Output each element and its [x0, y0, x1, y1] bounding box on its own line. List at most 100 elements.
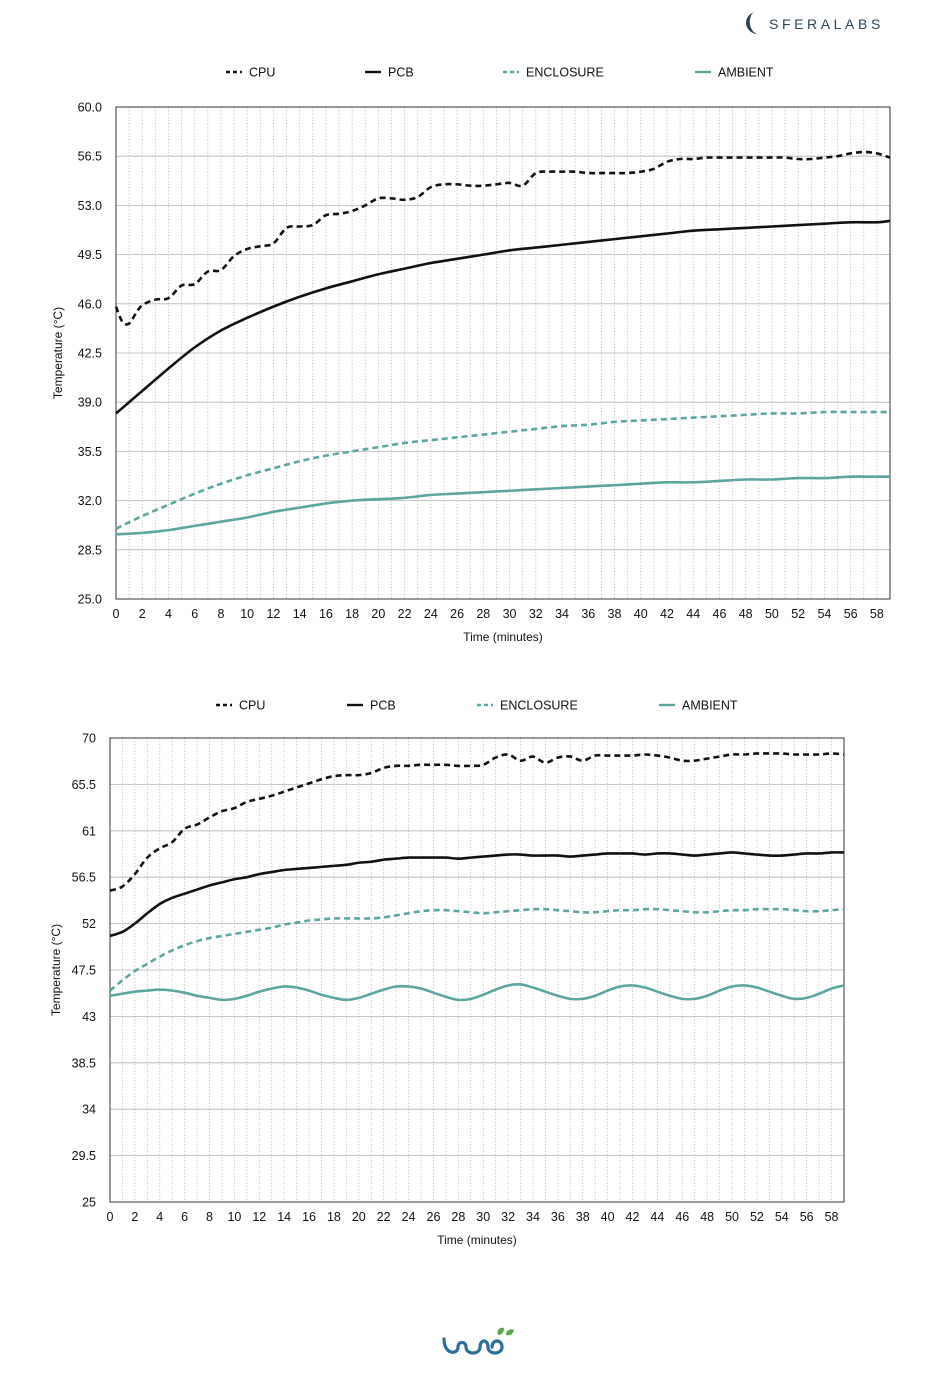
x-tick-label: 0 — [113, 607, 120, 621]
y-tick-label: 25.0 — [78, 593, 102, 607]
y-tick-label: 25 — [82, 1196, 96, 1210]
x-tick-label: 46 — [675, 1210, 689, 1224]
x-tick-label: 18 — [327, 1210, 341, 1224]
plot-border — [109, 737, 845, 1203]
y-tick-label: 70 — [82, 732, 96, 746]
x-tick-label: 24 — [402, 1210, 416, 1224]
legend: CPU PCB ENCLOSURE AMBIENT — [216, 699, 738, 713]
x-tick-label: 54 — [817, 607, 831, 621]
x-tick-label: 52 — [791, 607, 805, 621]
series-line-cpu — [114, 150, 891, 326]
brand-logo: SFERALABS — [745, 8, 915, 40]
brand-name: SFERALABS — [769, 16, 884, 32]
legend-label-ambient: AMBIENT — [682, 699, 738, 713]
x-tick-label: 10 — [227, 1210, 241, 1224]
x-tick-label: 6 — [191, 607, 198, 621]
x-tick-label: 20 — [371, 607, 385, 621]
x-tick-label: 8 — [206, 1210, 213, 1224]
plot-border — [115, 106, 891, 600]
y-tick-label: 56.5 — [72, 871, 96, 885]
x-tick-label: 34 — [555, 607, 569, 621]
x-tick-label: 48 — [739, 607, 753, 621]
y-tick-label: 65.5 — [72, 778, 96, 792]
x-tick-label: 2 — [139, 607, 146, 621]
x-tick-label: 32 — [501, 1210, 515, 1224]
y-tick-label: 34 — [82, 1103, 96, 1117]
x-tick-label: 16 — [319, 607, 333, 621]
x-tick-label: 16 — [302, 1210, 316, 1224]
x-tick-label: 46 — [713, 607, 727, 621]
x-tick-label: 8 — [217, 607, 224, 621]
series-line-cpu — [109, 752, 845, 892]
x-tick-label: 30 — [503, 607, 517, 621]
series-line-enclosure — [109, 907, 845, 992]
x-tick-label: 50 — [765, 607, 779, 621]
x-tick-label: 32 — [529, 607, 543, 621]
y-tick-label: 38.5 — [72, 1056, 96, 1070]
x-tick-label: 38 — [576, 1210, 590, 1224]
y-tick-label: 29.5 — [72, 1149, 96, 1163]
y-tick-label: 35.5 — [78, 445, 102, 459]
x-tick-label: 4 — [165, 607, 172, 621]
x-tick-label: 22 — [377, 1210, 391, 1224]
y-tick-label: 60.0 — [78, 101, 102, 115]
x-tick-label: 14 — [277, 1210, 291, 1224]
x-tick-label: 58 — [870, 607, 884, 621]
x-tick-label: 22 — [398, 607, 412, 621]
x-tick-label: 28 — [476, 607, 490, 621]
x-tick-label: 24 — [424, 607, 438, 621]
y-axis-title: Temperature (°C) — [49, 924, 63, 1016]
x-tick-label: 30 — [476, 1210, 490, 1224]
legend-label-pcb: PCB — [388, 66, 414, 80]
x-tick-label: 44 — [686, 607, 700, 621]
x-tick-label: 38 — [608, 607, 622, 621]
y-tick-label: 52 — [82, 917, 96, 931]
y-tick-label: 49.5 — [78, 248, 102, 262]
vertical-grid — [122, 738, 832, 1202]
x-tick-label: 44 — [650, 1210, 664, 1224]
x-tick-label: 36 — [581, 607, 595, 621]
y-tick-label: 32.0 — [78, 494, 102, 508]
x-tick-label: 26 — [427, 1210, 441, 1224]
x-tick-label: 12 — [252, 1210, 266, 1224]
legend-label-cpu: CPU — [249, 66, 275, 80]
x-tick-label: 40 — [634, 607, 648, 621]
y-tick-label: 28.5 — [78, 543, 102, 557]
y-tick-label: 53.0 — [78, 199, 102, 213]
x-tick-label: 52 — [750, 1210, 764, 1224]
x-axis-title: Time (minutes) — [463, 630, 543, 644]
series-line-ambient — [115, 475, 890, 536]
x-tick-label: 2 — [131, 1210, 138, 1224]
iono-logo — [442, 1327, 514, 1355]
x-tick-label: 18 — [345, 607, 359, 621]
x-tick-label: 56 — [800, 1210, 814, 1224]
x-tick-label: 20 — [352, 1210, 366, 1224]
x-tick-label: 40 — [601, 1210, 615, 1224]
y-tick-label: 42.5 — [78, 347, 102, 361]
legend-label-cpu: CPU — [239, 699, 265, 713]
x-tick-label: 42 — [660, 607, 674, 621]
x-tick-label: 12 — [266, 607, 280, 621]
x-tick-label: 48 — [700, 1210, 714, 1224]
y-tick-label: 56.5 — [78, 150, 102, 164]
x-tick-label: 34 — [526, 1210, 540, 1224]
x-tick-label: 10 — [240, 607, 254, 621]
sferalabs-mark-icon — [746, 12, 757, 34]
x-tick-label: 58 — [825, 1210, 839, 1224]
x-axis-title: Time (minutes) — [437, 1233, 517, 1247]
series-line-pcb — [115, 219, 891, 415]
x-tick-label: 54 — [775, 1210, 789, 1224]
legend-label-pcb: PCB — [370, 699, 396, 713]
y-tick-label: 46.0 — [78, 297, 102, 311]
legend: CPU PCB ENCLOSURE AMBIENT — [226, 66, 774, 80]
series-line-ambient — [109, 983, 845, 1002]
legend-label-enclosure: ENCLOSURE — [526, 66, 604, 80]
x-tick-label: 0 — [107, 1210, 114, 1224]
x-tick-label: 28 — [451, 1210, 465, 1224]
x-tick-label: 6 — [181, 1210, 188, 1224]
x-tick-label: 4 — [156, 1210, 163, 1224]
x-tick-label: 42 — [626, 1210, 640, 1224]
x-tick-label: 56 — [844, 607, 858, 621]
y-tick-label: 47.5 — [72, 964, 96, 978]
